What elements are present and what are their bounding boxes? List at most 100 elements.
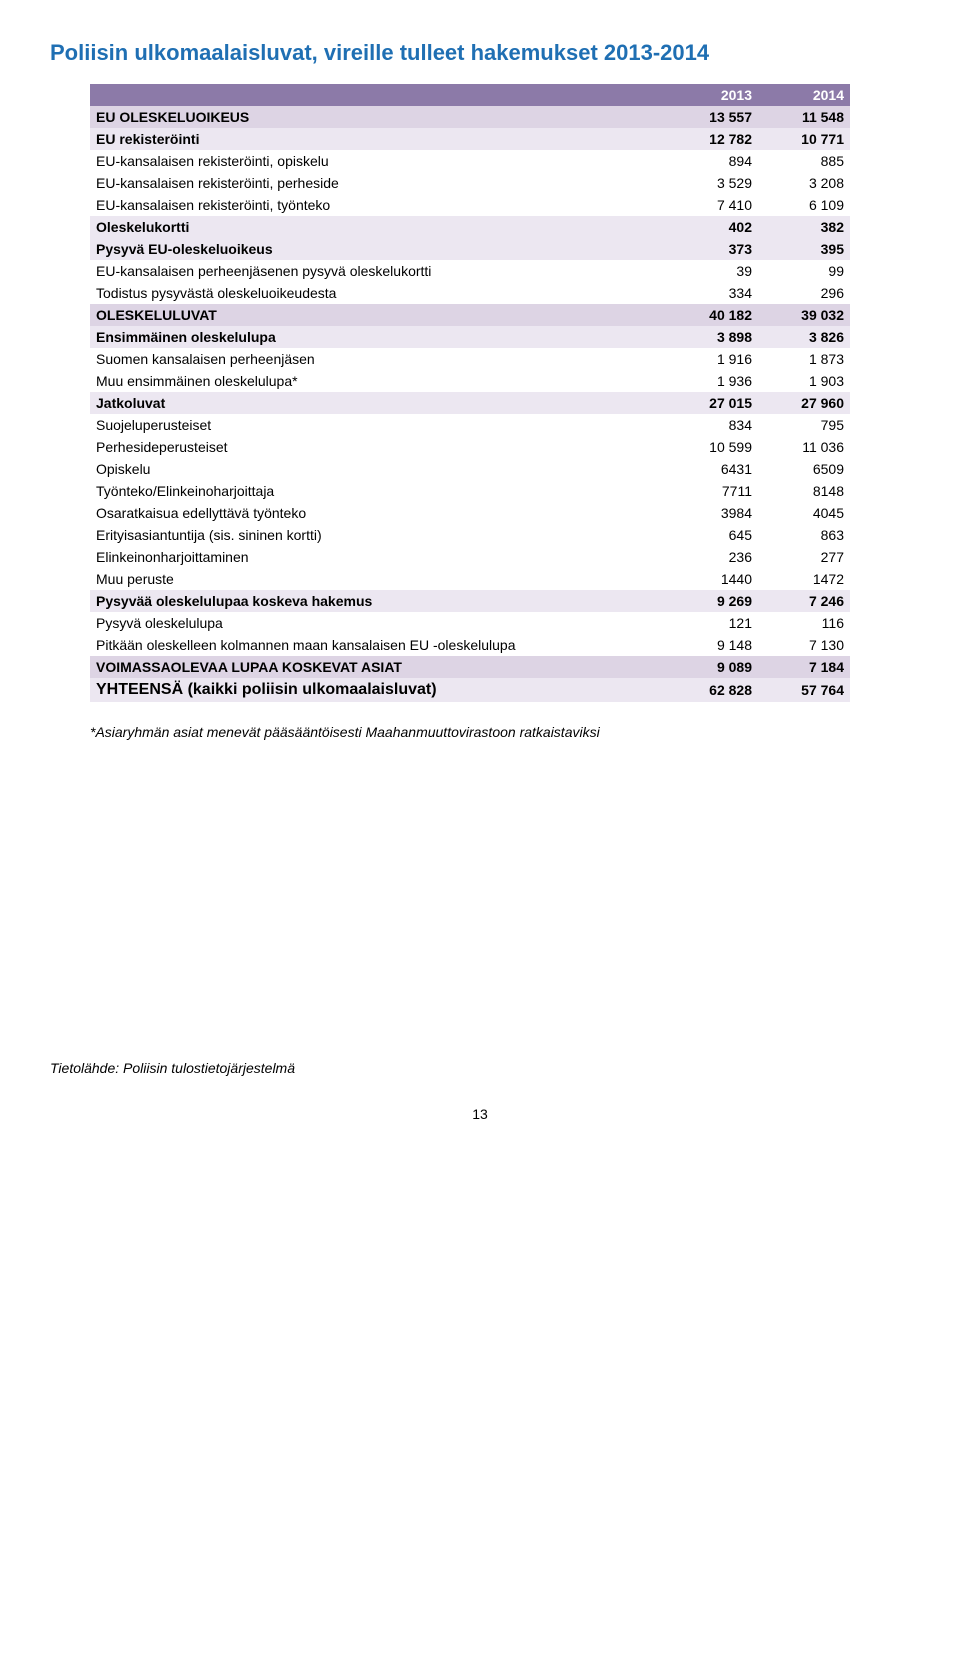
table-row: EU-kansalaisen rekisteröinti, työnteko7 … xyxy=(90,194,850,216)
row-value-2013: 121 xyxy=(666,612,758,634)
row-value-2014: 8148 xyxy=(758,480,850,502)
row-value-2014: 795 xyxy=(758,414,850,436)
table-row: Jatkoluvat27 01527 960 xyxy=(90,392,850,414)
row-value-2014: 6 109 xyxy=(758,194,850,216)
row-value-2014: 296 xyxy=(758,282,850,304)
row-label: EU-kansalaisen rekisteröinti, perheside xyxy=(90,172,666,194)
row-value-2013: 6431 xyxy=(666,458,758,480)
table-row: VOIMASSAOLEVAA LUPAA KOSKEVAT ASIAT9 089… xyxy=(90,656,850,678)
row-label: EU-kansalaisen rekisteröinti, opiskelu xyxy=(90,150,666,172)
table-row: EU rekisteröinti12 78210 771 xyxy=(90,128,850,150)
table-header-row: 20132014 xyxy=(90,84,850,106)
row-label: EU OLESKELUOIKEUS xyxy=(90,106,666,128)
row-label: Oleskelukortti xyxy=(90,216,666,238)
row-value-2014: 1472 xyxy=(758,568,850,590)
row-label: Todistus pysyvästä oleskeluoikeudesta xyxy=(90,282,666,304)
row-label: Suomen kansalaisen perheenjäsen xyxy=(90,348,666,370)
row-value-2014: 11 548 xyxy=(758,106,850,128)
table-row: EU OLESKELUOIKEUS13 55711 548 xyxy=(90,106,850,128)
row-value-2014: 885 xyxy=(758,150,850,172)
row-value-2014: 27 960 xyxy=(758,392,850,414)
row-label: EU-kansalaisen perheenjäsenen pysyvä ole… xyxy=(90,260,666,282)
table-row: Opiskelu64316509 xyxy=(90,458,850,480)
row-value-2013: 236 xyxy=(666,546,758,568)
row-value-2014: 6509 xyxy=(758,458,850,480)
row-label: YHTEENSÄ (kaikki poliisin ulkomaalaisluv… xyxy=(90,678,666,702)
row-label: Elinkeinonharjoittaminen xyxy=(90,546,666,568)
row-label: Opiskelu xyxy=(90,458,666,480)
row-value-2014: 39 032 xyxy=(758,304,850,326)
header-col-0: 2013 xyxy=(666,84,758,106)
table-row: Muu ensimmäinen oleskelulupa*1 9361 903 xyxy=(90,370,850,392)
row-label: Muu peruste xyxy=(90,568,666,590)
row-value-2013: 7711 xyxy=(666,480,758,502)
row-value-2014: 1 873 xyxy=(758,348,850,370)
table-row: EU-kansalaisen perheenjäsenen pysyvä ole… xyxy=(90,260,850,282)
row-label: Perhesideperusteiset xyxy=(90,436,666,458)
row-value-2013: 894 xyxy=(666,150,758,172)
row-value-2013: 9 148 xyxy=(666,634,758,656)
row-label: Pysyvä oleskelulupa xyxy=(90,612,666,634)
row-value-2013: 10 599 xyxy=(666,436,758,458)
table-row: Suomen kansalaisen perheenjäsen1 9161 87… xyxy=(90,348,850,370)
table-row: Erityisasiantuntija (sis. sininen kortti… xyxy=(90,524,850,546)
row-label: Suojeluperusteiset xyxy=(90,414,666,436)
row-value-2014: 4045 xyxy=(758,502,850,524)
row-value-2013: 3 529 xyxy=(666,172,758,194)
row-value-2014: 11 036 xyxy=(758,436,850,458)
row-value-2014: 7 184 xyxy=(758,656,850,678)
row-value-2013: 62 828 xyxy=(666,678,758,702)
table-row: Perhesideperusteiset10 59911 036 xyxy=(90,436,850,458)
row-label: Jatkoluvat xyxy=(90,392,666,414)
row-label: EU rekisteröinti xyxy=(90,128,666,150)
row-value-2014: 395 xyxy=(758,238,850,260)
row-value-2014: 99 xyxy=(758,260,850,282)
table-row: Elinkeinonharjoittaminen236277 xyxy=(90,546,850,568)
row-label: Pysyvää oleskelulupaa koskeva hakemus xyxy=(90,590,666,612)
row-value-2014: 277 xyxy=(758,546,850,568)
row-value-2013: 645 xyxy=(666,524,758,546)
page-title: Poliisin ulkomaalaisluvat, vireille tull… xyxy=(50,40,910,66)
row-value-2014: 863 xyxy=(758,524,850,546)
row-label: Pitkään oleskelleen kolmannen maan kansa… xyxy=(90,634,666,656)
row-value-2013: 334 xyxy=(666,282,758,304)
row-value-2013: 9 089 xyxy=(666,656,758,678)
table-row: OLESKELULUVAT40 18239 032 xyxy=(90,304,850,326)
page-number: 13 xyxy=(50,1106,910,1122)
row-label: Osaratkaisua edellyttävä työnteko xyxy=(90,502,666,524)
table-row: Pysyvä EU-oleskeluoikeus373395 xyxy=(90,238,850,260)
row-value-2014: 7 246 xyxy=(758,590,850,612)
row-value-2013: 1440 xyxy=(666,568,758,590)
row-value-2013: 39 xyxy=(666,260,758,282)
row-value-2013: 402 xyxy=(666,216,758,238)
table-row: Osaratkaisua edellyttävä työnteko3984404… xyxy=(90,502,850,524)
row-value-2014: 7 130 xyxy=(758,634,850,656)
row-value-2014: 10 771 xyxy=(758,128,850,150)
header-blank xyxy=(90,84,666,106)
row-value-2013: 3984 xyxy=(666,502,758,524)
table-row: Oleskelukortti402382 xyxy=(90,216,850,238)
row-value-2014: 57 764 xyxy=(758,678,850,702)
row-value-2013: 1 936 xyxy=(666,370,758,392)
row-value-2013: 7 410 xyxy=(666,194,758,216)
data-table: 20132014EU OLESKELUOIKEUS13 55711 548EU … xyxy=(90,84,850,702)
row-value-2013: 9 269 xyxy=(666,590,758,612)
row-value-2013: 3 898 xyxy=(666,326,758,348)
row-label: Erityisasiantuntija (sis. sininen kortti… xyxy=(90,524,666,546)
row-label: VOIMASSAOLEVAA LUPAA KOSKEVAT ASIAT xyxy=(90,656,666,678)
row-value-2014: 382 xyxy=(758,216,850,238)
table-row: Pitkään oleskelleen kolmannen maan kansa… xyxy=(90,634,850,656)
table-row: EU-kansalaisen rekisteröinti, perheside3… xyxy=(90,172,850,194)
row-value-2013: 12 782 xyxy=(666,128,758,150)
row-label: Pysyvä EU-oleskeluoikeus xyxy=(90,238,666,260)
row-label: Muu ensimmäinen oleskelulupa* xyxy=(90,370,666,392)
table-row: Ensimmäinen oleskelulupa3 8983 826 xyxy=(90,326,850,348)
row-value-2014: 3 826 xyxy=(758,326,850,348)
table-row: EU-kansalaisen rekisteröinti, opiskelu89… xyxy=(90,150,850,172)
row-value-2013: 1 916 xyxy=(666,348,758,370)
row-label: Työnteko/Elinkeinoharjoittaja xyxy=(90,480,666,502)
row-value-2013: 373 xyxy=(666,238,758,260)
table-row: YHTEENSÄ (kaikki poliisin ulkomaalaisluv… xyxy=(90,678,850,702)
row-value-2013: 27 015 xyxy=(666,392,758,414)
row-value-2014: 1 903 xyxy=(758,370,850,392)
